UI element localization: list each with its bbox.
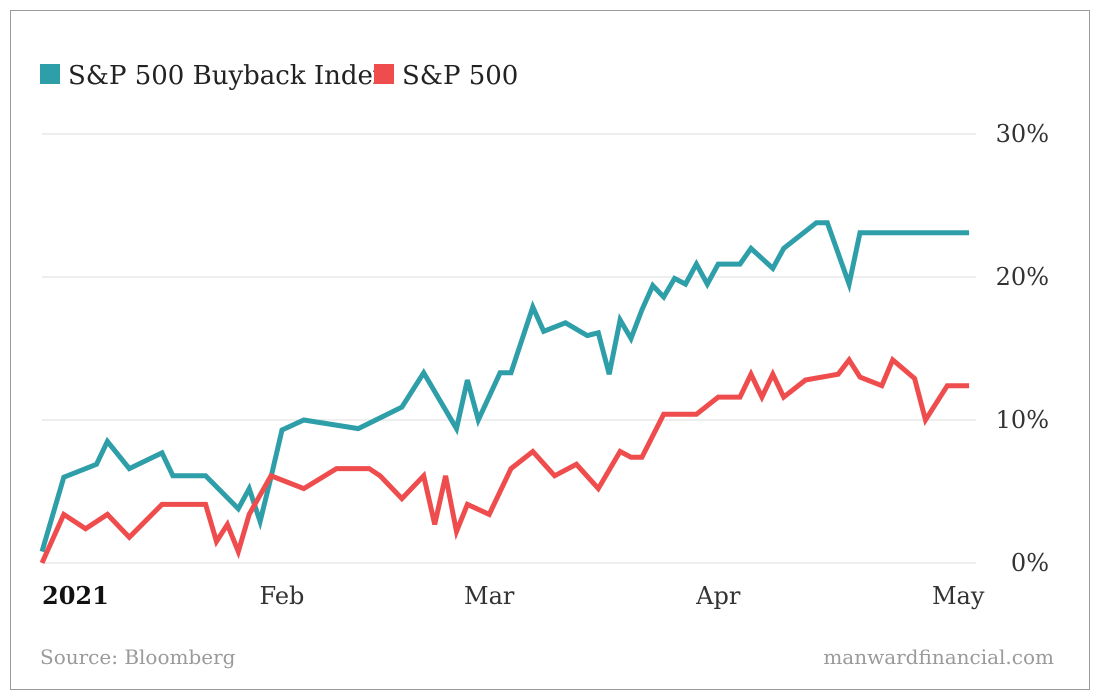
y-tick-label: 10% bbox=[996, 406, 1049, 434]
y-axis-ticks: 0% 10% 20% 30% bbox=[996, 120, 1049, 577]
x-axis-ticks: 2021 Feb Mar Apr May bbox=[42, 581, 985, 610]
x-tick-label: May bbox=[932, 582, 985, 610]
y-tick-label: 0% bbox=[1011, 549, 1049, 577]
legend: S&P 500 Buyback Index S&P 500 bbox=[40, 61, 518, 91]
source-note: Source: Bloomberg bbox=[40, 645, 236, 669]
x-tick-label: Feb bbox=[260, 582, 305, 610]
series-line-sp500 bbox=[39, 355, 970, 565]
y-tick-label: 30% bbox=[996, 120, 1049, 148]
y-tick-label: 20% bbox=[996, 263, 1049, 291]
legend-swatch-buyback bbox=[40, 64, 60, 84]
x-tick-label: Mar bbox=[464, 582, 515, 610]
gridlines bbox=[42, 133, 976, 564]
site-credit: manwardfinancial.com bbox=[823, 645, 1054, 669]
series-line-buyback-index bbox=[39, 220, 970, 553]
x-tick-label: 2021 bbox=[42, 581, 109, 610]
chart-frame bbox=[10, 10, 1090, 690]
x-tick-label: Apr bbox=[695, 582, 741, 610]
legend-label-buyback: S&P 500 Buyback Index bbox=[68, 61, 388, 91]
legend-swatch-sp500 bbox=[374, 64, 394, 84]
series-lines bbox=[39, 220, 970, 565]
legend-label-sp500: S&P 500 bbox=[402, 61, 518, 91]
